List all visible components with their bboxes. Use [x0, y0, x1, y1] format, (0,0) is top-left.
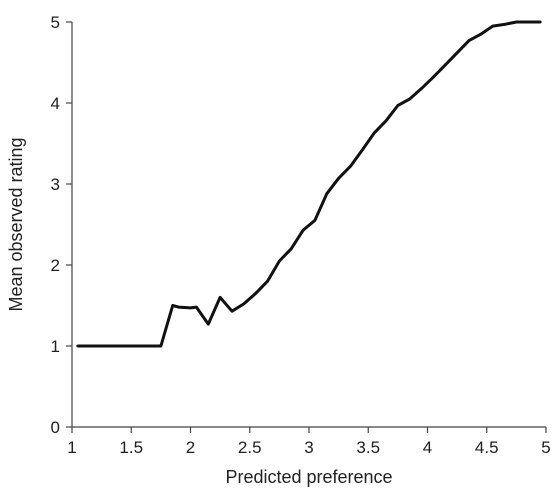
x-axis-title: Predicted preference: [225, 467, 392, 487]
y-tick-label: 3: [51, 175, 60, 194]
y-axis-title: Mean observed rating: [6, 137, 26, 311]
x-tick-label: 2.5: [238, 438, 262, 457]
x-tick-label: 2: [186, 438, 195, 457]
x-tick-label: 1.5: [119, 438, 143, 457]
series-line-0: [76, 20, 542, 348]
y-ticks: 0 1 2 3 4 5: [51, 13, 72, 437]
x-tick-label: 3: [304, 438, 313, 457]
y-tick-label: 2: [51, 256, 60, 275]
x-tick-label: 5: [541, 438, 550, 457]
x-tick-label: 3.5: [356, 438, 380, 457]
y-tick-label: 5: [51, 13, 60, 32]
x-tick-label: 1: [67, 438, 76, 457]
y-tick-label: 4: [51, 94, 60, 113]
x-tick-label: 4: [423, 438, 432, 457]
y-tick-label: 0: [51, 418, 60, 437]
y-tick-label: 1: [51, 337, 60, 356]
series-group: [76, 20, 542, 348]
x-ticks: 1 1.5 2 2.5 3 3.5 4 4.5 5: [67, 427, 551, 457]
x-tick-label: 4.5: [475, 438, 499, 457]
